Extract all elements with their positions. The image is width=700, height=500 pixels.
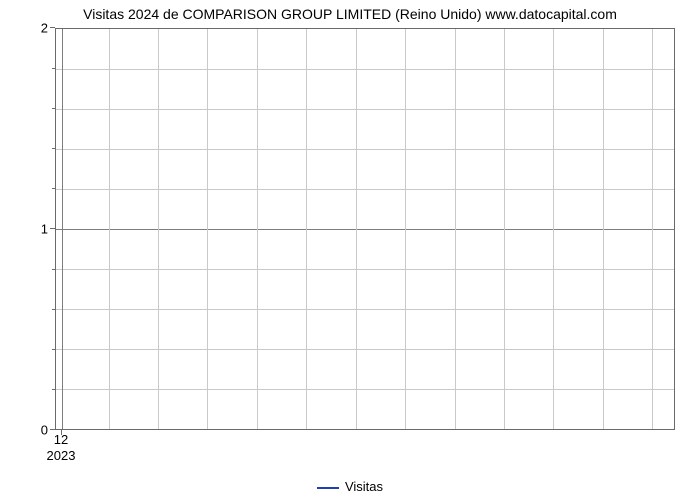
grid-v-minor <box>356 29 357 429</box>
y-minor-tick <box>52 269 55 270</box>
grid-v-minor <box>603 29 604 429</box>
grid-v-minor <box>652 29 653 429</box>
y-tick-mark <box>50 228 55 229</box>
legend-line-icon <box>317 487 339 489</box>
grid-h-minor <box>56 269 674 270</box>
x-tick-mark <box>61 430 62 435</box>
y-tick-label: 0 <box>8 423 48 438</box>
plot-area <box>55 28 675 430</box>
grid-h-minor <box>56 349 674 350</box>
grid-v-minor <box>109 29 110 429</box>
grid-h-minor <box>56 389 674 390</box>
x-tick-sublabel: 2023 <box>47 448 76 463</box>
grid-v-minor <box>207 29 208 429</box>
y-minor-tick <box>52 148 55 149</box>
y-tick-label: 1 <box>8 222 48 237</box>
grid-h-major <box>56 229 674 230</box>
y-tick-mark <box>50 429 55 430</box>
grid-v-minor <box>405 29 406 429</box>
grid-v-minor <box>504 29 505 429</box>
grid-h-minor <box>56 189 674 190</box>
y-tick-label: 2 <box>8 21 48 36</box>
y-tick-mark <box>50 27 55 28</box>
grid-h-minor <box>56 109 674 110</box>
grid-h-minor <box>56 309 674 310</box>
grid-v-major <box>62 29 63 429</box>
grid-h-minor <box>56 69 674 70</box>
legend: Visitas <box>0 479 700 494</box>
legend-label: Visitas <box>345 479 383 494</box>
grid-h-minor <box>56 149 674 150</box>
y-minor-tick <box>52 188 55 189</box>
grid-v-minor <box>455 29 456 429</box>
y-minor-tick <box>52 309 55 310</box>
chart-title: Visitas 2024 de COMPARISON GROUP LIMITED… <box>0 6 700 22</box>
grid-v-minor <box>257 29 258 429</box>
y-minor-tick <box>52 389 55 390</box>
visits-chart: Visitas 2024 de COMPARISON GROUP LIMITED… <box>0 0 700 500</box>
grid-v-minor <box>306 29 307 429</box>
y-minor-tick <box>52 349 55 350</box>
y-minor-tick <box>52 68 55 69</box>
grid-v-minor <box>553 29 554 429</box>
grid-v-minor <box>158 29 159 429</box>
y-minor-tick <box>52 108 55 109</box>
